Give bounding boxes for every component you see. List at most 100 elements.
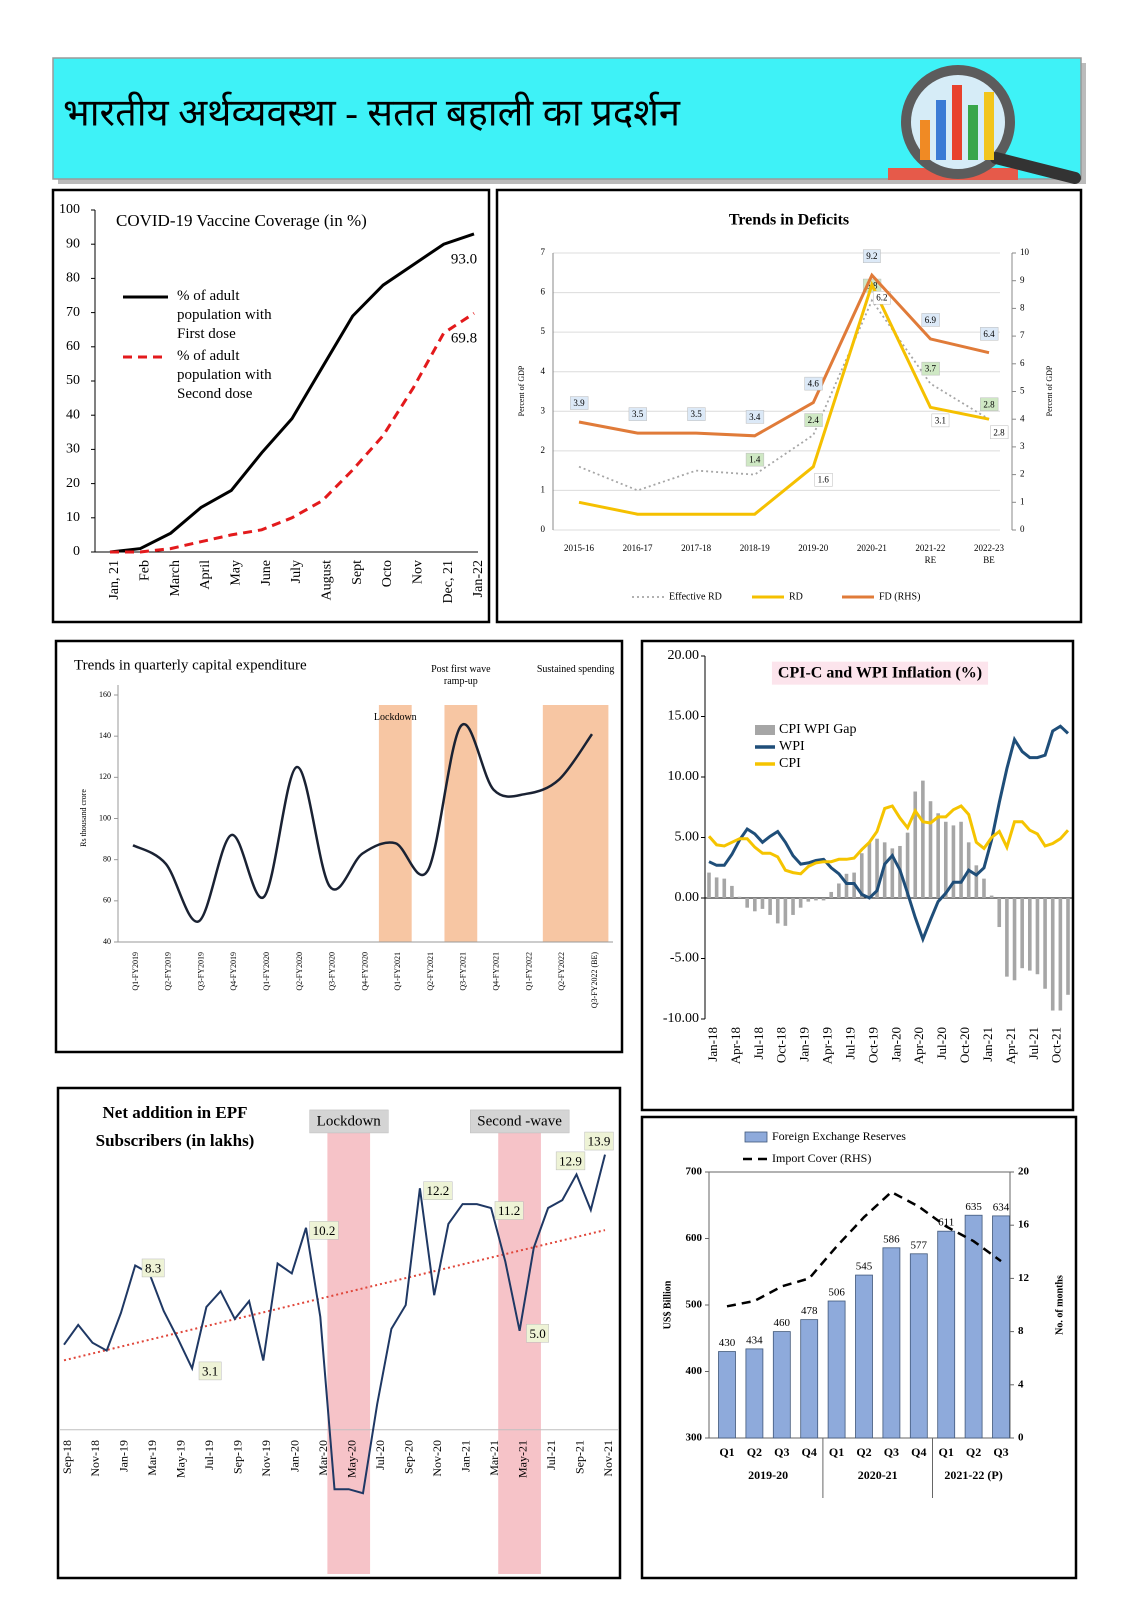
- bar: [943, 821, 948, 898]
- data-line: [63, 1154, 606, 1495]
- x-tick-label: Sep-20: [401, 1440, 415, 1474]
- data-label: 2.4: [808, 415, 820, 425]
- data-label: 13.9: [588, 1134, 611, 1149]
- x-tick-label: Dec, 21: [441, 560, 456, 604]
- data-label: 5.0: [529, 1326, 545, 1341]
- chart-title: COVID-19 Vaccine Coverage (in %): [116, 211, 367, 230]
- bar: [1058, 898, 1063, 1011]
- legend-label: CPI WPI Gap: [779, 722, 857, 737]
- x-tick-label: Q2-FY2021: [426, 952, 435, 991]
- x-tick-label: 2020-21: [857, 543, 887, 553]
- legend-swatch: [755, 725, 775, 735]
- x-tick-label: Q4-FY2021: [491, 952, 500, 991]
- bar: [859, 853, 864, 898]
- bar: [718, 1351, 736, 1439]
- x-tick-label: Q2-FY2019: [164, 952, 173, 991]
- data-label: 3.1: [935, 415, 946, 425]
- bar: [921, 780, 925, 898]
- label-box: [804, 376, 823, 391]
- label-box: [494, 1201, 524, 1220]
- y2-axis-title: Percent of GDP: [1045, 365, 1054, 416]
- y-tick-label: 0.00: [675, 890, 700, 905]
- x-tick-label: 2018-19: [740, 543, 770, 553]
- x-tick-label: Nov-20: [430, 1440, 444, 1477]
- bar: [1043, 898, 1047, 989]
- y2-tick-label: 16: [1018, 1219, 1030, 1231]
- label-box: [931, 413, 950, 428]
- x-tick-label: Jan-22: [471, 560, 486, 597]
- y-tick-label: 7: [541, 247, 546, 257]
- bar: [760, 898, 765, 909]
- x-tick-label: Jul-19: [202, 1440, 216, 1470]
- bar: [882, 1247, 901, 1439]
- bar: [800, 1319, 819, 1439]
- y-tick-label: 600: [686, 1232, 703, 1244]
- x-tick-label: Q3: [884, 1445, 899, 1459]
- x-tick-label: Q2-FY2022: [557, 952, 566, 991]
- label-box: [921, 361, 940, 376]
- legend-label: WPI: [779, 739, 805, 754]
- y2-tick-label: 1: [1020, 496, 1025, 506]
- bar: [730, 885, 734, 898]
- band-label: Sustained spending: [536, 664, 615, 675]
- band-label: Post first wave ramp-up: [431, 664, 491, 687]
- bar: [989, 895, 994, 898]
- x-tick-label: April: [198, 560, 213, 590]
- data-label: 6.2: [876, 293, 887, 303]
- y-tick-label: 30: [66, 442, 80, 457]
- x-tick-label: May: [229, 560, 244, 586]
- y-tick-label: 15.00: [668, 709, 700, 724]
- x-tick-label: Mar-20: [316, 1440, 330, 1476]
- label-box: [570, 396, 589, 410]
- x-tick-label: Oct-20: [957, 1027, 972, 1063]
- bar: [936, 813, 940, 898]
- y-tick-label: 90: [66, 236, 80, 251]
- bar: [827, 1300, 846, 1439]
- x-tick-label: Oct-18: [774, 1027, 789, 1063]
- data-label: 434: [746, 1334, 763, 1346]
- bar: [745, 898, 749, 908]
- x-tick-label: Mar-19: [145, 1440, 159, 1476]
- x-tick-label: Apr-20: [911, 1027, 926, 1064]
- x-tick-label: Q4: [802, 1445, 817, 1459]
- data-label: 577: [911, 1239, 928, 1251]
- x-tick-label: Apr-21: [1003, 1027, 1018, 1064]
- bar: [951, 825, 956, 898]
- x-tick-label: Apr-19: [820, 1027, 835, 1064]
- y2-tick-label: 20: [1018, 1166, 1030, 1178]
- bar: [714, 877, 719, 898]
- y-tick-label: 20: [66, 476, 80, 491]
- bar: [772, 1331, 791, 1439]
- x-tick-label: Sept: [350, 560, 365, 585]
- bar: [1050, 898, 1055, 1011]
- x-tick-label: Q3: [993, 1445, 1008, 1459]
- y2-tick-label: 10: [1020, 247, 1030, 257]
- data-line: [707, 804, 1070, 876]
- label-box: [872, 290, 891, 305]
- legend-label: CPI: [779, 756, 801, 771]
- label-box: [980, 327, 999, 341]
- data-label: 2.8: [983, 399, 995, 409]
- x-tick-label: Q3-FY2020: [328, 952, 337, 991]
- shaded-band: [378, 705, 412, 942]
- y-tick-label: -5.00: [670, 951, 699, 966]
- y-tick-label: 60: [103, 896, 111, 905]
- label-box: [423, 1181, 453, 1200]
- y-tick-label: 50: [66, 373, 80, 388]
- label-box: [687, 407, 706, 421]
- header-icon: [888, 65, 1081, 184]
- x-tick-label: 2021-22: [915, 543, 945, 553]
- x-tick-label: Jan-21: [458, 1440, 472, 1472]
- bar: [745, 1348, 764, 1439]
- x-tick-label: Q3: [774, 1445, 789, 1459]
- data-label: 4.6: [808, 379, 820, 389]
- x-tick-label: 2019-20: [798, 543, 828, 553]
- x-tick-label: Mar-21: [487, 1440, 501, 1476]
- data-label: 3.5: [691, 409, 703, 419]
- label-box: [198, 1361, 222, 1381]
- chart-title: CPI-C and WPI Inflation (%): [778, 665, 982, 682]
- shaded-band: [444, 705, 478, 942]
- bar: [737, 896, 742, 898]
- band-label: Second -wave: [477, 1113, 562, 1129]
